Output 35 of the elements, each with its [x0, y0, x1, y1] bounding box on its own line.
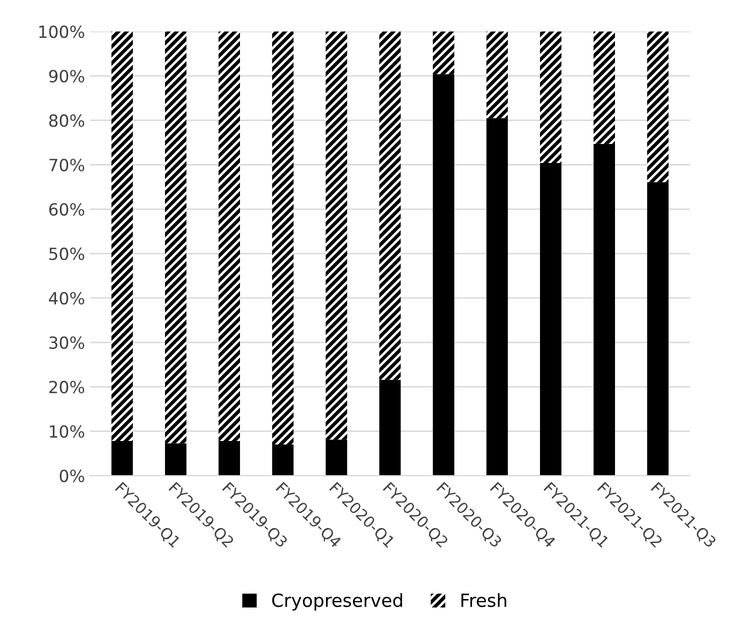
y-tick-label: 10%: [50, 425, 84, 438]
y-tick-label: 20%: [49, 380, 84, 394]
bar: [647, 182, 669, 476]
bar: [218, 441, 240, 476]
bar: [379, 32, 401, 380]
y-tick-label: 0%: [60, 470, 84, 482]
y-tick-label: 30%: [49, 336, 84, 349]
bar: [647, 32, 669, 182]
bar: [111, 32, 133, 442]
bar: [594, 32, 615, 144]
y-tick-label: 90%: [49, 70, 84, 82]
bar: [272, 444, 294, 476]
bar: [379, 380, 401, 476]
y-tick-label: 70%: [49, 158, 84, 172]
y-tick-label: 80%: [49, 114, 84, 127]
bar: [432, 32, 454, 74]
bar: [165, 32, 186, 444]
bar: [540, 32, 562, 163]
bar: [540, 162, 562, 476]
bar: [432, 74, 454, 476]
bar: [486, 32, 508, 118]
bar: [218, 32, 240, 442]
y-tick-label: 60%: [49, 203, 84, 216]
bar: [326, 440, 348, 476]
y-tick-label: 100%: [39, 25, 84, 38]
y-tick-label: 50%: [49, 248, 84, 260]
bar: [165, 443, 186, 476]
legend-label: Fresh: [461, 593, 506, 608]
bar: [111, 441, 133, 476]
bar: [486, 118, 508, 476]
bar: [272, 32, 294, 445]
legend-label: Cryopreserved: [272, 593, 402, 611]
y-tick-label: 40%: [48, 292, 84, 305]
bar: [326, 32, 348, 440]
bar: [594, 144, 615, 476]
